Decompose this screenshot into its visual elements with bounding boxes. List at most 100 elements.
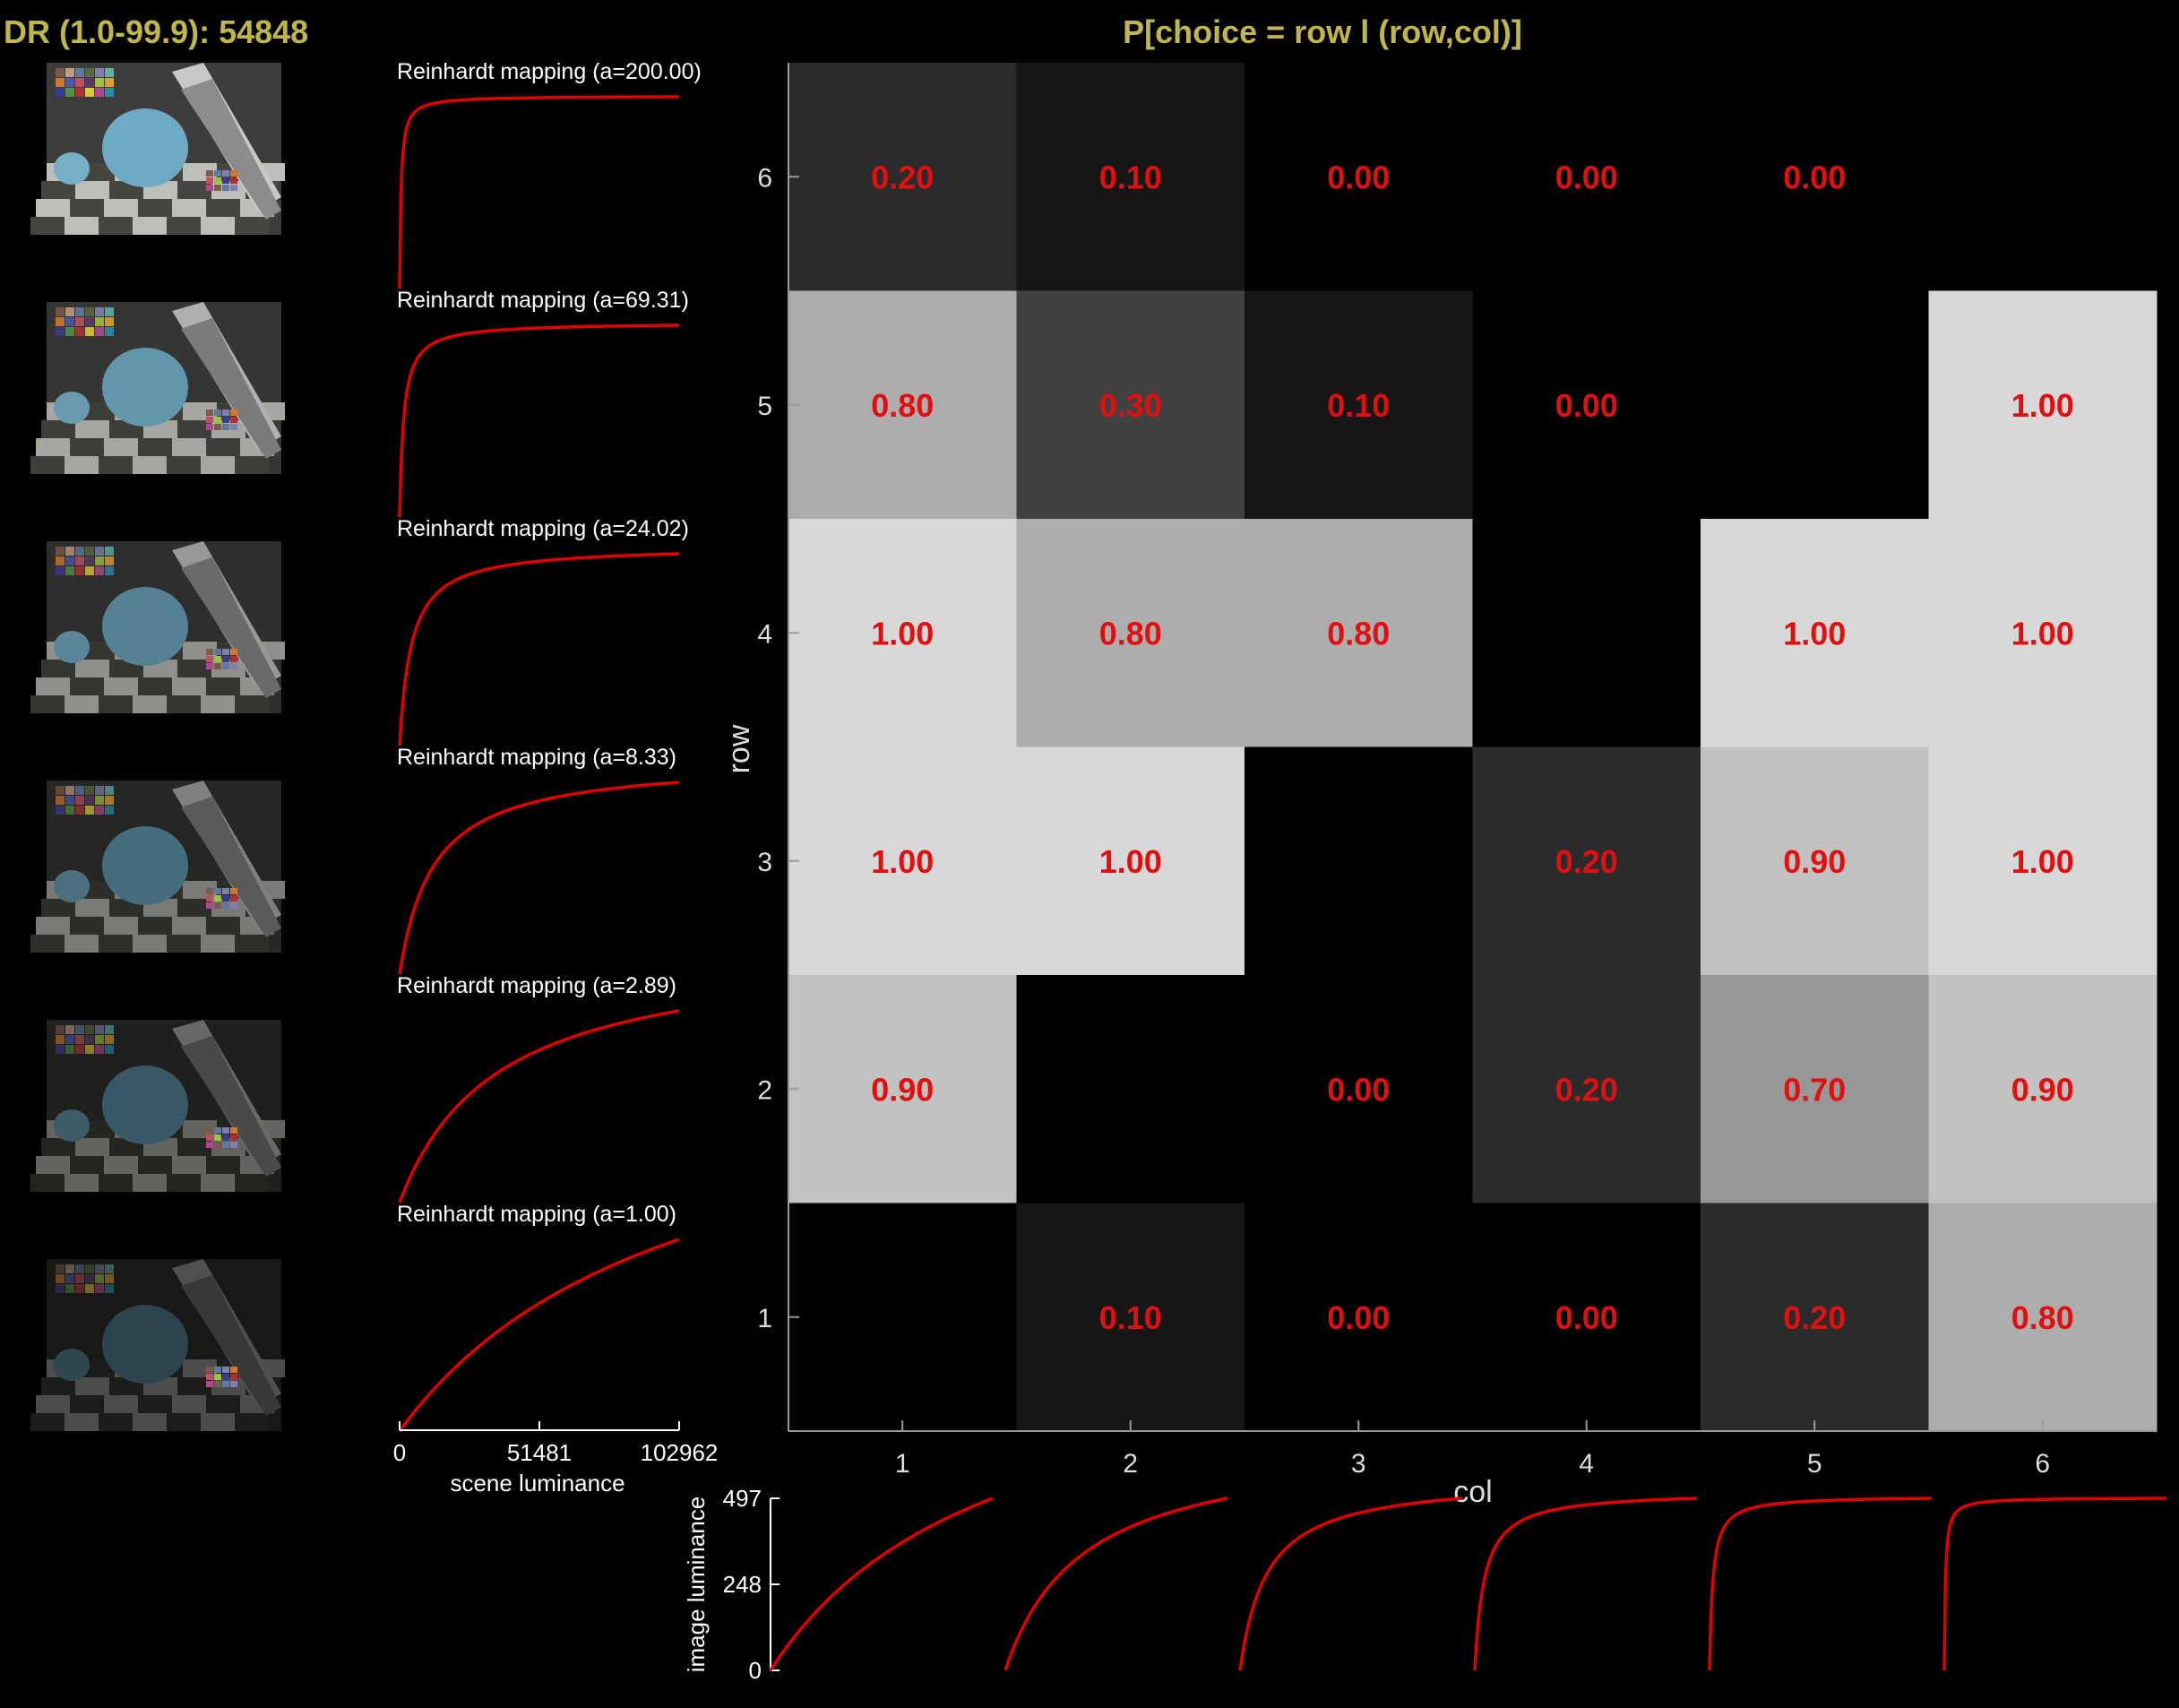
floor-tile — [177, 660, 211, 677]
color-checker-swatch — [105, 1284, 114, 1293]
color-checker-swatch — [75, 317, 84, 326]
color-checker-swatch — [95, 806, 104, 815]
floor-checker-swatch — [222, 185, 229, 191]
floor-checker-swatch — [214, 663, 221, 669]
cell-value-label: 1.00 — [1783, 615, 1846, 651]
cell-value-label: 0.90 — [2011, 1071, 2074, 1108]
floor-checker-swatch — [206, 185, 213, 191]
color-checker-swatch — [65, 78, 74, 87]
floor-tile — [235, 695, 269, 713]
color-checker-swatch — [65, 88, 74, 97]
floor-tile — [104, 1395, 138, 1413]
floor-checker-swatch — [206, 656, 213, 662]
x-tick-label: 0 — [393, 1439, 406, 1466]
heatmap-cell — [788, 63, 1017, 291]
floor-tile — [167, 1174, 201, 1192]
color-checker-swatch — [85, 317, 94, 326]
color-checker-swatch — [105, 786, 114, 795]
column-mapping-curves: 0 248 497 image luminance — [683, 1485, 2166, 1684]
floor-checker-swatch — [206, 1134, 213, 1141]
heatmap-cell — [1472, 1203, 1701, 1432]
color-checker-swatch — [56, 307, 65, 316]
floor-checker-swatch — [230, 902, 237, 909]
color-checker-swatch — [56, 88, 65, 97]
floor-checker-swatch — [230, 417, 237, 423]
floor-tile — [99, 935, 133, 953]
color-checker-swatch — [56, 68, 65, 77]
color-checker-swatch — [95, 1274, 104, 1283]
glass-object-small — [54, 1109, 90, 1142]
color-checker-swatch — [95, 556, 104, 565]
curve-title: Reinhardt mapping (a=8.33) — [397, 745, 676, 770]
heatmap-cell — [1701, 1203, 1929, 1432]
cell-value-label: 0.00 — [1555, 159, 1618, 195]
floor-tile — [138, 677, 172, 695]
color-checker-swatch — [95, 1045, 104, 1054]
slanted-panel-shadow — [181, 318, 281, 459]
floor-tile — [30, 695, 65, 713]
cell-value-label: 0.10 — [1099, 1299, 1162, 1336]
heatmap-cell — [1928, 290, 2157, 520]
floor-tile — [36, 438, 70, 456]
floor-tile — [41, 660, 75, 677]
heatmap-cell — [1016, 975, 1245, 1203]
color-checker-swatch — [75, 566, 84, 575]
y-tick-label: 3 — [757, 848, 772, 877]
color-checker-swatch — [56, 1035, 65, 1044]
floor-checker-swatch — [206, 888, 213, 894]
floor-tile — [41, 1138, 75, 1156]
y-tick-label: 497 — [723, 1485, 762, 1512]
floor-checker-swatch — [230, 663, 237, 669]
glass-object-small — [54, 870, 90, 902]
color-checker-swatch — [56, 806, 65, 815]
color-checker-swatch — [95, 1025, 104, 1034]
curve-title: Reinhardt mapping (a=1.00) — [397, 1202, 676, 1227]
cell-value-label: 0.10 — [1099, 159, 1162, 195]
heatmap-cell — [1245, 63, 1473, 291]
color-checker-swatch — [65, 547, 74, 556]
floor-tile — [172, 677, 206, 695]
floor-checker-swatch — [214, 888, 221, 894]
floor-checker-swatch — [222, 170, 229, 177]
glass-object-small — [54, 631, 90, 663]
color-checker-swatch — [105, 317, 114, 326]
heatmap-cell — [1928, 746, 2157, 976]
color-checker-swatch — [75, 1045, 84, 1054]
floor-tile — [65, 1174, 99, 1192]
heatmap-cell — [1245, 975, 1473, 1203]
heatmap-cell — [1245, 519, 1473, 747]
floor-checker-swatch — [222, 1381, 229, 1387]
heatmap-cell — [1701, 290, 1929, 520]
floor-tile — [167, 695, 201, 713]
floor-tile — [138, 1156, 172, 1174]
floor-tile — [201, 217, 235, 235]
floor-checker-swatch — [214, 1142, 221, 1148]
scene-thumbnail — [30, 302, 285, 474]
color-checker-swatch — [75, 1274, 84, 1283]
y-tick-label: 6 — [757, 163, 772, 193]
floor-tile — [206, 917, 240, 935]
floor-tile — [65, 456, 99, 474]
color-checker-swatch — [65, 786, 74, 795]
color-checker-swatch — [95, 1284, 104, 1293]
floor-tile — [75, 420, 109, 438]
color-checker-swatch — [85, 556, 94, 565]
color-checker-swatch — [65, 1274, 74, 1283]
slanted-panel-shadow — [181, 1275, 281, 1416]
floor-checker-swatch — [206, 410, 213, 416]
floor-tile — [30, 935, 65, 953]
floor-checker-swatch — [206, 424, 213, 430]
color-checker-swatch — [56, 796, 65, 805]
color-checker-swatch — [75, 327, 84, 336]
color-checker-swatch — [95, 327, 104, 336]
color-checker-swatch — [85, 327, 94, 336]
color-checker-swatch — [95, 547, 104, 556]
color-checker-swatch — [75, 307, 84, 316]
floor-tile — [36, 1156, 70, 1174]
floor-tile — [36, 199, 70, 217]
floor-checker-swatch — [222, 1134, 229, 1141]
floor-checker-swatch — [206, 1374, 213, 1380]
color-checker-swatch — [95, 1035, 104, 1044]
color-checker-swatch — [85, 566, 94, 575]
x-axis-label: col — [1453, 1475, 1492, 1509]
